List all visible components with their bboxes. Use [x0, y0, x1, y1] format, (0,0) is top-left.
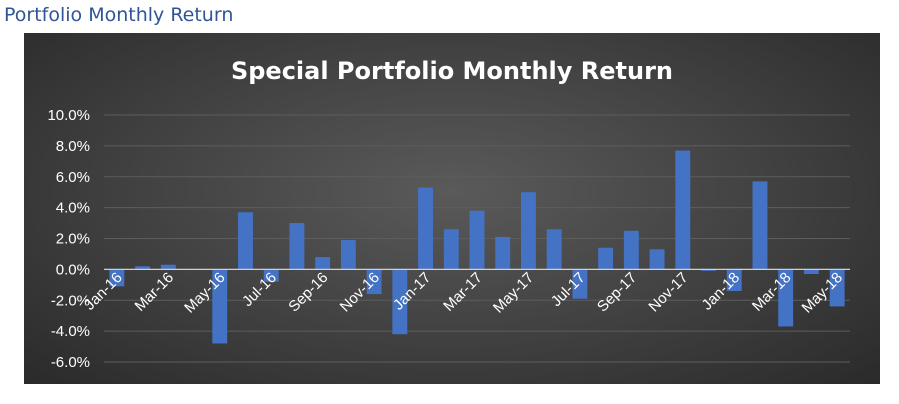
- bar-Jul-16: [263, 269, 279, 282]
- bar-Jan-16: [109, 269, 125, 287]
- x-tick-label: Mar-17: [440, 269, 486, 315]
- bar-Oct-16: [340, 240, 356, 270]
- x-axis-tick-labels: Jan-16 Mar-16 May-16 Jul-16 Sep-16 Nov-16 Jan-…: [81, 269, 846, 316]
- bar-Nov-17: [675, 150, 691, 270]
- y-tick-label: -4.0%: [51, 323, 90, 340]
- bar-Jul-17: [572, 269, 588, 299]
- y-tick-label: 4.0%: [56, 200, 90, 217]
- y-tick-label: 10.0%: [47, 107, 90, 124]
- x-tick-label: Jul-16: [239, 269, 280, 310]
- y-tick-label: 8.0%: [56, 138, 90, 155]
- bar-Aug-17: [598, 247, 614, 270]
- chart-panel: Special Portfolio Monthly Return 10.0% 8.…: [24, 33, 880, 384]
- y-tick-label: 0.0%: [56, 261, 90, 278]
- x-tick-label: Sep-16: [285, 269, 331, 315]
- bar-Sep-17: [623, 230, 639, 270]
- y-tick-label: 6.0%: [56, 169, 90, 186]
- bar-Oct-17: [649, 249, 665, 270]
- bar-Jun-16: [238, 212, 253, 270]
- bar-Feb-17: [443, 229, 459, 270]
- bar-Apr-18: [803, 269, 819, 275]
- bar-Mar-18: [778, 269, 794, 327]
- bar-Jun-17: [546, 229, 562, 270]
- bar-Nov-16: [366, 269, 382, 295]
- bar-Mar-17: [469, 210, 485, 270]
- x-tick-label: Sep-17: [594, 269, 640, 315]
- y-tick-label: -2.0%: [51, 292, 90, 309]
- bar-Dec-16: [392, 269, 408, 335]
- x-tick-label: May-17: [490, 269, 537, 316]
- bar-Sep-16: [315, 257, 331, 270]
- y-axis-tick-labels: 10.0% 8.0% 6.0% 4.0% 2.0% 0.0% -2.0% -4.0% -6.0%: [47, 107, 90, 371]
- bar-May-17: [520, 192, 536, 270]
- bar-Feb-16: [135, 266, 151, 270]
- chart-title: Special Portfolio Monthly Return: [231, 57, 673, 85]
- bar-Aug-16: [289, 223, 305, 270]
- x-tick-label: Mar-16: [132, 269, 178, 315]
- bar-May-16: [212, 269, 228, 344]
- x-tick-label: Jan-18: [699, 269, 743, 313]
- bar-Jan-17: [418, 187, 434, 270]
- page-heading: Portfolio Monthly Return: [4, 4, 234, 26]
- bar-May-18: [829, 269, 845, 307]
- x-tick-label: Nov-17: [645, 269, 691, 315]
- bar-Jan-18: [726, 269, 742, 291]
- bar-Apr-17: [495, 236, 511, 270]
- bar-chart: Special Portfolio Monthly Return 10.0% 8.…: [47, 57, 850, 371]
- bars: [109, 150, 845, 344]
- y-tick-label: -6.0%: [51, 354, 90, 371]
- bar-Dec-17: [701, 269, 716, 271]
- bar-Feb-18: [752, 181, 768, 270]
- bar-Mar-16: [160, 264, 176, 270]
- y-tick-label: 2.0%: [56, 231, 90, 248]
